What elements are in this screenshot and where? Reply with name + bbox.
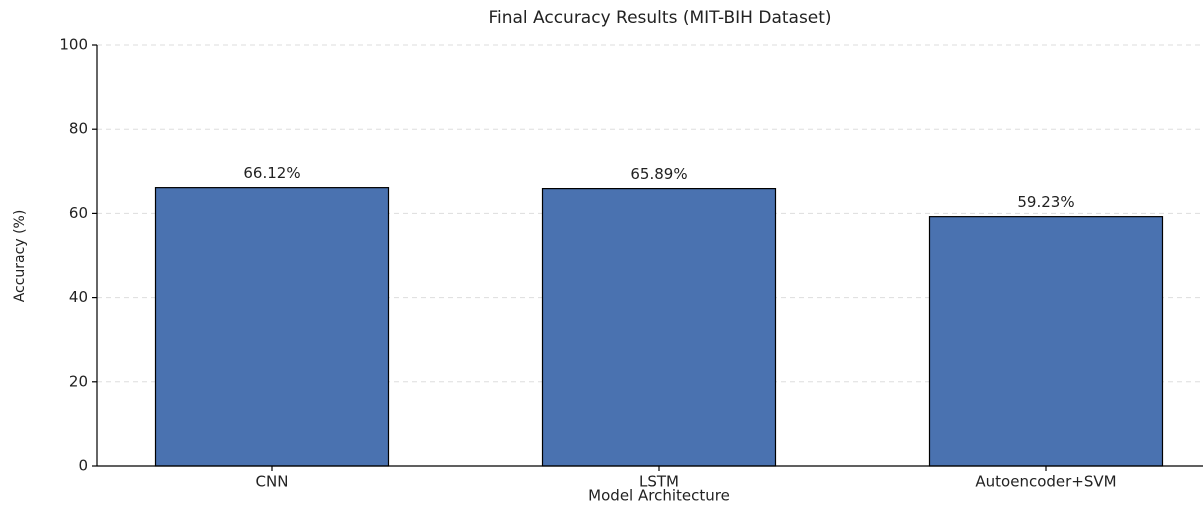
x-tick-label: Autoencoder+SVM xyxy=(975,473,1116,491)
y-tick-label: 40 xyxy=(69,288,88,306)
x-tick-label: CNN xyxy=(256,473,289,491)
y-axis-label: Accuracy (%) xyxy=(12,210,28,303)
value-label: 66.12% xyxy=(243,164,300,182)
y-tick-label: 100 xyxy=(59,36,88,54)
y-tick-label: 80 xyxy=(69,120,88,138)
x-axis-label: Model Architecture xyxy=(588,487,730,505)
x-tick-label: LSTM xyxy=(639,473,679,491)
value-label: 59.23% xyxy=(1017,193,1074,211)
bar xyxy=(154,187,390,467)
y-tick-label: 0 xyxy=(78,457,88,475)
bar xyxy=(541,188,777,467)
bar xyxy=(928,216,1164,467)
chart-title: Final Accuracy Results (MIT-BIH Dataset) xyxy=(488,8,831,28)
y-tick-label: 20 xyxy=(69,372,88,390)
y-tick-label: 60 xyxy=(69,204,88,222)
value-label: 65.89% xyxy=(630,165,687,183)
